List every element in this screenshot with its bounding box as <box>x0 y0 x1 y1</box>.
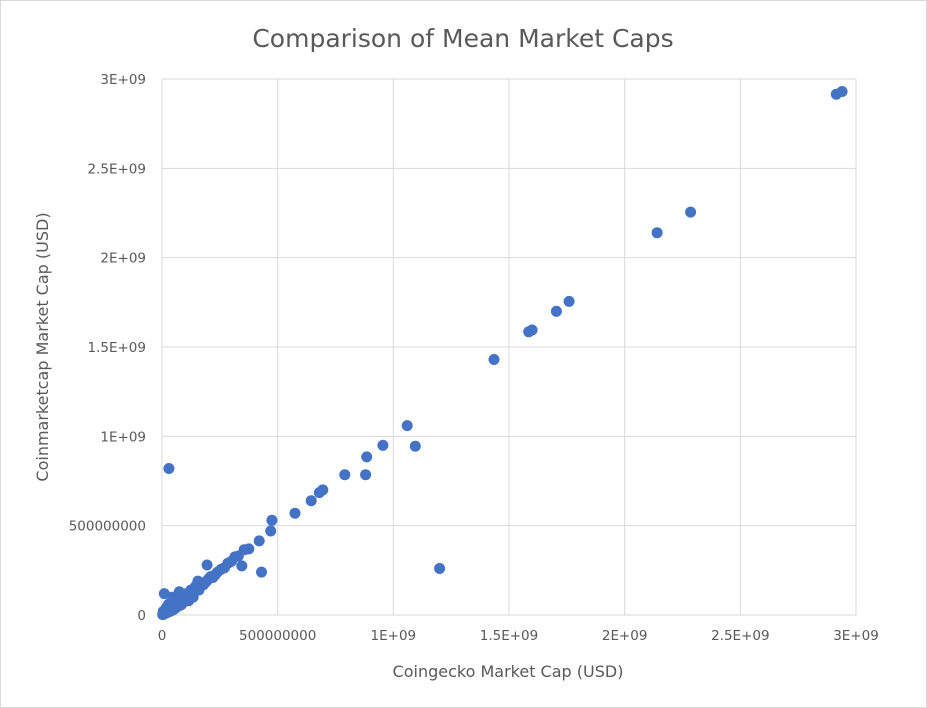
data-point <box>207 572 219 583</box>
data-point <box>266 514 278 526</box>
y-tick-label: 0 <box>137 608 146 624</box>
tick-labels: 0 500000000 1E+09 1.5E+09 2E+09 2.5E+09 3E+09 0… <box>69 72 879 644</box>
x-axis-title: Coingecko Market Cap (USD) <box>393 662 624 681</box>
x-tick-label: 500000000 <box>239 628 316 644</box>
data-point <box>409 440 421 452</box>
y-axis-title: Coinmarketcap Market Cap (USD) <box>33 212 52 481</box>
x-tick-label: 1.5E+09 <box>480 628 539 644</box>
data-point <box>265 525 277 537</box>
data-point <box>401 420 413 432</box>
data-point <box>201 559 213 571</box>
data-point <box>563 295 575 307</box>
x-tick-label: 1E+09 <box>371 628 417 644</box>
data-point <box>198 579 210 591</box>
y-tick-label: 2E+09 <box>100 251 146 267</box>
data-point <box>289 507 301 519</box>
y-tick-label: 500000000 <box>69 519 146 535</box>
data-point <box>253 535 265 547</box>
data-point <box>305 495 317 507</box>
data-point <box>339 469 351 481</box>
gridlines <box>161 78 857 616</box>
y-tick-label: 2.5E+09 <box>88 161 147 177</box>
data-point <box>158 588 170 600</box>
data-point <box>256 566 267 578</box>
data-point <box>360 469 372 481</box>
y-tick-label: 3E+09 <box>100 72 146 88</box>
data-point <box>236 560 248 572</box>
data-points <box>157 86 848 621</box>
data-point <box>434 563 446 574</box>
data-point <box>163 463 175 474</box>
data-point <box>523 326 535 338</box>
y-tick-label: 1.5E+09 <box>88 340 147 356</box>
x-tick-label: 2E+09 <box>602 628 648 644</box>
y-tick-label: 1E+09 <box>100 429 146 445</box>
data-point <box>550 305 562 317</box>
chart-title: Comparison of Mean Market Caps <box>252 24 673 53</box>
data-point <box>651 227 663 239</box>
data-point <box>488 354 500 365</box>
x-tick-label: 3E+09 <box>833 628 879 644</box>
x-tick-label: 0 <box>158 628 167 644</box>
data-point <box>313 487 325 499</box>
data-point <box>377 439 389 451</box>
data-point <box>361 451 373 463</box>
data-point <box>830 88 842 100</box>
x-tick-label: 2.5E+09 <box>711 628 770 644</box>
data-point <box>685 206 697 218</box>
